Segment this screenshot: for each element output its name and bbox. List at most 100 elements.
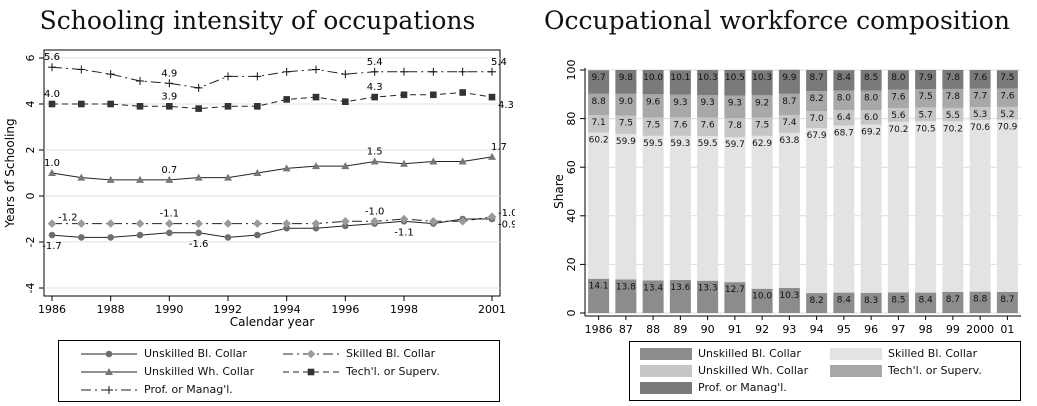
data-label: 69.2	[861, 128, 881, 138]
data-point-skilled-bl-collar	[458, 217, 467, 226]
x-tick-label: 90	[701, 323, 715, 336]
bar-segment-tech-l-or-superv	[615, 93, 637, 116]
data-label: 9.6	[646, 97, 661, 107]
data-label: 12.7	[725, 285, 745, 295]
y-tick-label: 20	[565, 257, 578, 271]
data-label: 8.3	[864, 296, 878, 306]
bar-segment-tech-l-or-superv	[642, 94, 664, 118]
bar-segment-unskilled-wh-collar	[887, 108, 909, 122]
x-tick-label: 1990	[155, 303, 183, 316]
data-label: 8.7	[782, 97, 796, 107]
data-label: -1.1	[160, 209, 180, 220]
data-point-unskilled-bl-collar	[136, 231, 144, 239]
composition-legend: Unskilled Bl. Collar Skilled Bl. Collar Un…	[629, 341, 1021, 401]
bar-segment-unskilled-bl-collar	[969, 291, 991, 313]
data-label: 10.5	[725, 73, 745, 83]
data-label: 9.3	[728, 99, 742, 109]
data-label: 7.6	[673, 120, 688, 130]
data-label: 8.7	[809, 73, 823, 83]
data-point-unskilled-wh-collar	[370, 157, 379, 165]
data-point-unskilled-bl-collar	[254, 231, 261, 239]
bar-segment-tech-l-or-superv	[996, 88, 1018, 107]
bar-segment-unskilled-bl-collar	[915, 292, 937, 313]
bar-segment-unskilled-wh-collar	[996, 106, 1018, 120]
data-label: 1.7	[491, 142, 507, 153]
data-point-skilled-bl-collar	[429, 217, 438, 226]
data-point-tech-l-or-superv	[195, 105, 202, 112]
data-label: 7.7	[973, 91, 987, 101]
data-label: -1.0	[365, 206, 385, 217]
data-point-unskilled-bl-collar	[312, 224, 320, 232]
x-tick-label: 98	[919, 323, 933, 336]
bar-segment-unskilled-bl-collar	[833, 292, 855, 313]
data-point-tech-l-or-superv	[400, 91, 408, 99]
data-label: 6.0	[864, 113, 879, 123]
data-point-skilled-bl-collar	[106, 219, 115, 228]
x-tick-label: 1994	[273, 303, 301, 316]
data-label: 4.0	[44, 89, 60, 100]
legend-label: Unskilled Wh. Collar	[698, 364, 809, 377]
legend-label: Unskilled Bl. Collar	[144, 347, 247, 360]
data-label: 13.6	[670, 283, 690, 293]
x-tick-label: 93	[782, 323, 796, 336]
bar-segment-unskilled-wh-collar	[860, 110, 882, 125]
data-label: 7.5	[918, 92, 932, 102]
data-point-prof-or-manag-l	[370, 67, 379, 76]
bar-segment-unskilled-bl-collar	[751, 288, 773, 313]
data-point-prof-or-manag-l	[77, 65, 86, 74]
bar-segment-unskilled-bl-collar	[806, 293, 828, 313]
legend-item-unskilled-bl-collar: Unskilled Bl. Collar	[640, 347, 801, 360]
data-point-prof-or-manag-l	[282, 67, 291, 76]
bar-segment-tech-l-or-superv	[833, 90, 855, 111]
bar-segment-prof-or-manag-l	[697, 70, 719, 96]
data-point-unskilled-bl-collar	[78, 234, 85, 241]
bar-segment-unskilled-bl-collar	[615, 279, 637, 313]
bar-segment-prof-or-manag-l	[642, 70, 664, 95]
plot-frame	[43, 49, 501, 297]
bar-segment-unskilled-bl-collar	[642, 280, 664, 313]
data-label: -1.6	[189, 239, 209, 250]
bar-segment-unskilled-bl-collar	[860, 292, 882, 313]
bar-segment-prof-or-manag-l	[969, 70, 991, 89]
data-label: 8.2	[809, 296, 823, 306]
data-label: 70.5	[916, 124, 936, 134]
data-point-unskilled-wh-collar	[224, 173, 232, 181]
data-label: 7.8	[946, 73, 961, 83]
bar-segment-unskilled-bl-collar	[996, 291, 1018, 313]
data-point-skilled-bl-collar	[282, 219, 291, 228]
data-label: 7.5	[619, 119, 633, 129]
data-label: 7.6	[700, 121, 715, 131]
data-point-prof-or-manag-l	[400, 67, 408, 76]
data-label: 7.0	[809, 114, 824, 124]
legend-key-marker	[306, 349, 316, 358]
data-label: 7.4	[782, 118, 797, 128]
bar-segment-skilled-bl-collar	[669, 135, 691, 280]
data-label: 5.4	[491, 57, 507, 68]
data-label: 9.2	[755, 98, 769, 108]
data-point-unskilled-bl-collar	[107, 234, 114, 241]
bar-segment-prof-or-manag-l	[996, 70, 1018, 89]
data-point-unskilled-bl-collar	[48, 231, 56, 239]
bar-segment-skilled-bl-collar	[833, 125, 855, 293]
bar-segment-unskilled-bl-collar	[887, 292, 909, 313]
data-label: 5.7	[918, 110, 932, 120]
y-axis-label: Share	[552, 174, 566, 209]
data-point-skilled-bl-collar	[341, 217, 350, 226]
data-label: 7.6	[891, 93, 906, 103]
x-tick-label: 1986	[38, 303, 66, 316]
legend-label: Unskilled Bl. Collar	[698, 347, 801, 360]
composition-chart-title: Occupational workforce composition	[544, 6, 1010, 35]
x-tick-label: 1992	[214, 303, 242, 316]
data-point-prof-or-manag-l	[48, 63, 56, 72]
y-tick-label: -4	[24, 283, 37, 294]
data-point-prof-or-manag-l	[312, 65, 320, 74]
x-tick-label: 95	[837, 323, 851, 336]
data-label: 8.7	[1000, 295, 1014, 305]
bar-segment-tech-l-or-superv	[588, 93, 610, 116]
data-point-skilled-bl-collar	[253, 219, 262, 228]
data-label: 13.3	[698, 284, 718, 294]
y-tick-label: 2	[24, 147, 37, 154]
bar-segment-skilled-bl-collar	[615, 133, 637, 280]
bar-segment-tech-l-or-superv	[751, 95, 773, 118]
bar-segment-unskilled-wh-collar	[778, 114, 800, 133]
